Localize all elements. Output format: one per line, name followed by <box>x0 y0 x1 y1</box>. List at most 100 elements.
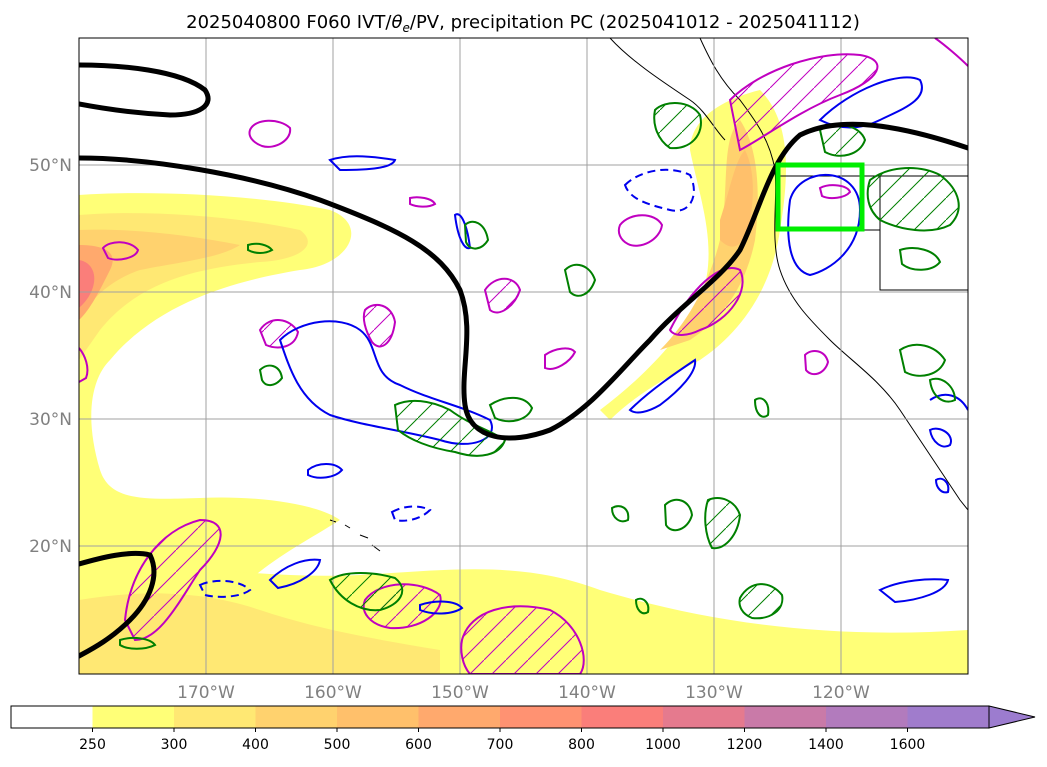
theta-e-contour <box>818 123 867 157</box>
theta-e-contour <box>198 579 252 598</box>
lat-label-50: 50°N <box>29 156 72 176</box>
lon-label-120w: 120°W <box>812 683 870 703</box>
theta-e-contour <box>787 174 862 277</box>
colorbar-label: 1200 <box>727 737 763 753</box>
precip-contour <box>617 214 664 247</box>
theta-e-contour <box>119 636 157 650</box>
theta-e-pos-contours <box>328 102 960 620</box>
colorbar-label: 1600 <box>890 737 926 753</box>
theta-e-contour <box>247 242 274 254</box>
precip-contour <box>248 119 292 148</box>
precip-contour <box>101 241 140 261</box>
precip-contour <box>818 184 852 200</box>
colorbar-label: 300 <box>161 737 188 753</box>
colorbar-label: 700 <box>487 737 514 753</box>
colorbar-swatch <box>418 706 501 728</box>
colorbar: 250 300 400 500 600 700 800 1000 1200 1400 1600 <box>10 705 1036 753</box>
colorbar-swatch <box>663 706 745 728</box>
region-highlight-box <box>775 162 865 232</box>
precip-contour <box>544 347 577 370</box>
theta-e-contour <box>878 578 950 604</box>
latitude-labels: 50°N 40°N 30°N 20°N <box>29 156 72 557</box>
theta-e-contour <box>898 247 942 271</box>
pv-contour <box>79 121 968 441</box>
theta-e-contour <box>390 505 432 522</box>
colorbar-extend-arrow <box>988 705 1036 729</box>
lon-label-140w: 140°W <box>558 683 616 703</box>
pv-contour <box>79 62 211 118</box>
colorbar-swatch <box>744 706 827 728</box>
precip-contour <box>123 518 222 642</box>
theta-e-contour <box>610 505 630 523</box>
ivt-region-west-5 <box>79 260 95 308</box>
theta-e-contour <box>488 396 534 423</box>
theta-e-pos-open <box>119 220 957 650</box>
theta-e-contour <box>623 168 695 212</box>
precip-contour <box>668 267 744 336</box>
map-panel <box>78 37 969 675</box>
colorbar-swatch <box>500 706 582 728</box>
precip-contour <box>258 319 300 349</box>
theta-e-contour <box>278 320 493 445</box>
colorbar-swatch <box>337 706 419 728</box>
precip-contour <box>460 605 585 674</box>
lat-label-20: 20°N <box>29 537 72 557</box>
colorbar-swatch <box>92 706 175 728</box>
longitude-labels: 170°W 160°W 150°W 140°W 130°W 120°W <box>177 683 870 703</box>
colorbar-label: 1000 <box>645 737 681 753</box>
theta-e-contour <box>634 597 650 615</box>
colorbar-swatch <box>174 706 256 728</box>
theta-e-contour <box>628 358 697 414</box>
precip-contour <box>803 349 830 376</box>
precip-contour <box>483 277 522 314</box>
colorbar-label: 250 <box>79 737 106 753</box>
theta-e-contour <box>653 102 702 150</box>
precip-contour <box>934 38 968 67</box>
theta-e-contour <box>268 558 322 590</box>
theta-e-contour <box>934 477 950 494</box>
theta-e-contour <box>463 220 490 250</box>
theta-e-contour <box>898 343 947 377</box>
precip-contour <box>728 53 879 152</box>
colorbar-label: 500 <box>324 737 351 753</box>
precip-contour <box>409 196 437 208</box>
theta-e-contour <box>928 427 952 448</box>
theta-e-neg-dashed <box>198 168 695 598</box>
ivt-region-west-3 <box>79 229 240 320</box>
theta-e-contour <box>328 572 404 612</box>
theta-e-contour <box>738 583 784 620</box>
precip-contour <box>79 347 89 383</box>
colorbar-label: 1400 <box>808 737 844 753</box>
colorbar-label: 600 <box>405 737 432 753</box>
theta-e-contour <box>704 497 742 550</box>
ivt-river-3 <box>720 150 753 247</box>
lon-label-170w: 170°W <box>177 683 235 703</box>
theta-e-contour <box>258 364 284 386</box>
colorbar-swatch <box>826 706 908 728</box>
figure-title: 2025040800 F060 IVT/θe/PV, precipitation… <box>186 12 860 35</box>
lon-label-160w: 160°W <box>304 683 362 703</box>
colorbar-label: 800 <box>568 737 595 753</box>
theta-e-contour <box>753 397 770 418</box>
colorbar-swatch <box>11 706 93 728</box>
theta-e-contour <box>929 393 968 411</box>
colorbar-swatch <box>255 706 338 728</box>
lon-label-150w: 150°W <box>431 683 489 703</box>
theta-e-neg-contours <box>268 76 968 615</box>
theta-e-contour <box>928 377 957 403</box>
colorbar-swatch <box>581 706 664 728</box>
theta-e-contour <box>419 600 464 615</box>
lon-label-130w: 130°W <box>685 683 743 703</box>
theta-e-contour <box>663 498 694 532</box>
map-frame <box>78 37 969 675</box>
theta-e-contour <box>328 155 397 172</box>
precip-contours-open <box>79 38 968 383</box>
lat-label-40: 40°N <box>29 283 72 303</box>
precip-contour <box>362 303 397 348</box>
theta-e-contour <box>866 167 960 232</box>
theta-e-contour <box>307 463 344 479</box>
pv-contour <box>79 550 157 659</box>
pv-contours <box>79 62 968 659</box>
colorbar-label: 400 <box>242 737 269 753</box>
